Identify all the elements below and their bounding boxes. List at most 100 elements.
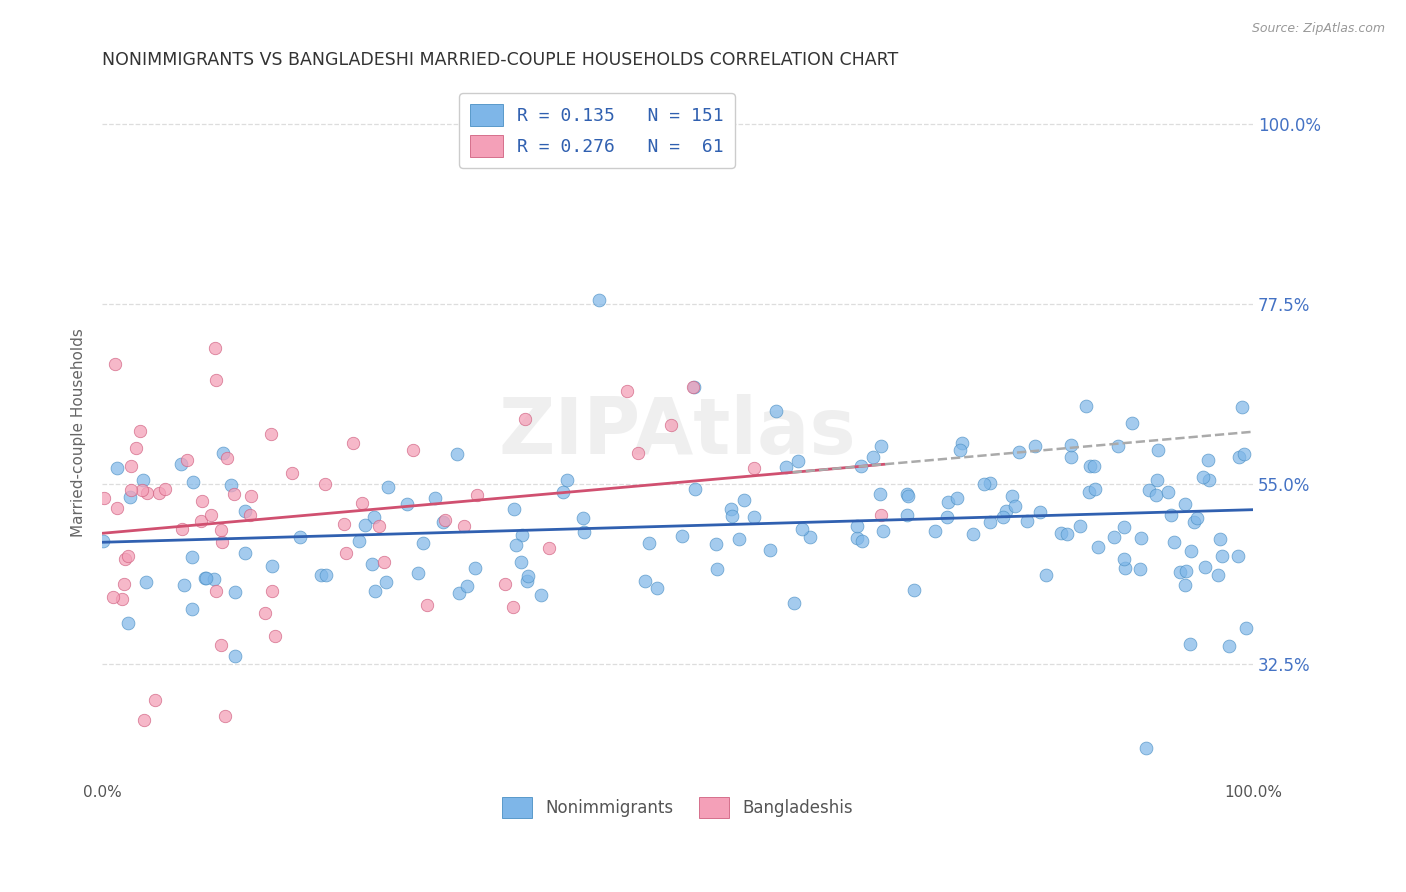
Point — [211, 534, 233, 549]
Y-axis label: Married-couple Households: Married-couple Households — [72, 327, 86, 537]
Point — [211, 446, 233, 460]
Point — [1160, 508, 1182, 523]
Point — [572, 511, 595, 525]
Point — [1029, 505, 1052, 519]
Point — [347, 533, 370, 548]
Point — [239, 508, 262, 523]
Point — [1004, 499, 1026, 513]
Point — [219, 478, 242, 492]
Point — [120, 483, 142, 498]
Point — [627, 446, 650, 460]
Point — [897, 489, 920, 503]
Point — [1174, 578, 1197, 592]
Point — [209, 638, 232, 652]
Point — [502, 599, 524, 614]
Point — [744, 510, 766, 524]
Text: ZIPAtlas: ZIPAtlas — [499, 394, 856, 470]
Point — [645, 581, 668, 595]
Point — [449, 586, 471, 600]
Point — [1078, 485, 1101, 500]
Point — [105, 500, 128, 515]
Point — [574, 525, 596, 540]
Point — [759, 543, 782, 558]
Point — [799, 530, 821, 544]
Point — [683, 482, 706, 496]
Point — [946, 491, 969, 506]
Point — [869, 439, 891, 453]
Point — [1083, 459, 1105, 474]
Point — [1130, 531, 1153, 545]
Point — [260, 583, 283, 598]
Point — [1234, 621, 1257, 635]
Point — [530, 589, 553, 603]
Point — [342, 435, 364, 450]
Point — [315, 568, 337, 582]
Point — [1087, 540, 1109, 554]
Point — [215, 450, 238, 465]
Point — [721, 509, 744, 524]
Point — [633, 574, 655, 589]
Point — [456, 579, 478, 593]
Point — [1102, 530, 1125, 544]
Point — [191, 494, 214, 508]
Point — [704, 537, 727, 551]
Point — [775, 459, 797, 474]
Point — [538, 541, 561, 555]
Point — [1174, 497, 1197, 511]
Point — [194, 571, 217, 585]
Point — [1056, 527, 1078, 541]
Point — [204, 341, 226, 355]
Point — [1233, 447, 1256, 461]
Point — [464, 561, 486, 575]
Point — [638, 536, 661, 550]
Point — [896, 486, 918, 500]
Point — [148, 486, 170, 500]
Point — [994, 504, 1017, 518]
Point — [790, 522, 813, 536]
Point — [936, 495, 959, 509]
Text: NONIMMIGRANTS VS BANGLADESHI MARRIED-COUPLE HOUSEHOLDS CORRELATION CHART: NONIMMIGRANTS VS BANGLADESHI MARRIED-COU… — [103, 51, 898, 69]
Point — [131, 483, 153, 497]
Point — [1146, 473, 1168, 487]
Point — [233, 546, 256, 560]
Point — [849, 458, 872, 473]
Point — [117, 615, 139, 630]
Point — [169, 457, 191, 471]
Point — [432, 515, 454, 529]
Point — [1198, 473, 1220, 487]
Point — [1069, 519, 1091, 533]
Point — [373, 555, 395, 569]
Point — [962, 527, 984, 541]
Point — [93, 491, 115, 505]
Point — [264, 629, 287, 643]
Point — [979, 515, 1001, 529]
Point — [465, 488, 488, 502]
Point — [117, 549, 139, 563]
Point — [516, 574, 538, 588]
Point — [1059, 438, 1081, 452]
Point — [402, 443, 425, 458]
Point — [416, 599, 439, 613]
Point — [170, 522, 193, 536]
Point — [120, 459, 142, 474]
Point — [125, 442, 148, 456]
Point — [1015, 514, 1038, 528]
Point — [145, 693, 167, 707]
Point — [1147, 442, 1170, 457]
Point — [1078, 458, 1101, 473]
Point — [1000, 489, 1022, 503]
Point — [280, 466, 302, 480]
Point — [209, 523, 232, 537]
Point — [155, 482, 177, 496]
Point — [111, 592, 134, 607]
Point — [728, 532, 751, 546]
Point — [509, 555, 531, 569]
Point — [377, 479, 399, 493]
Point — [290, 530, 312, 544]
Point — [1174, 564, 1197, 578]
Point — [787, 454, 810, 468]
Point — [104, 357, 127, 371]
Point — [1112, 551, 1135, 566]
Point — [363, 583, 385, 598]
Point — [1206, 568, 1229, 582]
